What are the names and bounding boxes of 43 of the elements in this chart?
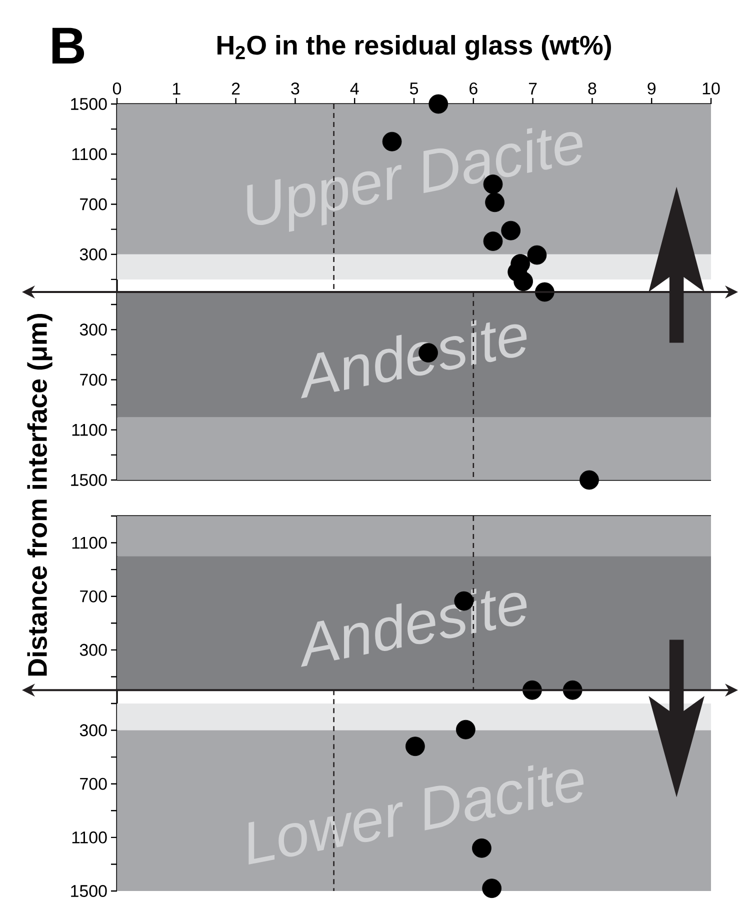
y-tick-label: 1500 [71, 474, 107, 486]
point [428, 94, 448, 114]
point [580, 470, 599, 490]
y-tick-label: 1500 [71, 885, 107, 897]
point [382, 132, 402, 152]
point [405, 736, 425, 756]
x-tick-label: 0 [112, 82, 122, 94]
point [514, 272, 533, 292]
x-axis-title: H$_{2}$O in the residual glass (wt%) [218, 34, 611, 60]
x-tick-label: 6 [470, 82, 478, 94]
text: B [52, 28, 84, 64]
band-label: Andesite [300, 588, 527, 667]
point [482, 878, 502, 898]
y-tick-label: 1100 [72, 831, 107, 844]
point [483, 232, 503, 251]
y-tick-label: 1100 [72, 536, 107, 549]
y-tick-label: 700 [80, 590, 107, 602]
point [501, 220, 521, 240]
y-tick-label: 1100 [72, 148, 107, 160]
x-tick-label: 9 [648, 82, 656, 94]
x-tick-label: 2 [232, 82, 240, 94]
point [527, 245, 547, 265]
x-tick-label: 5 [410, 82, 418, 94]
y-tick-label: 1100 [72, 424, 107, 436]
point [456, 720, 476, 740]
y-tick-label: 700 [80, 374, 107, 386]
x-tick-label: 8 [588, 82, 596, 94]
y-tick-label: 300 [80, 724, 107, 736]
y-tick-label: 1500 [71, 98, 107, 110]
y-tick-label: 700 [80, 198, 107, 210]
y-tick-label: 300 [80, 324, 107, 336]
x-tick-label: 3 [291, 82, 300, 94]
y-tick-label: 300 [80, 644, 107, 656]
y-tick-label: 700 [80, 778, 107, 790]
x-tick-label: 10 [702, 82, 720, 94]
y-axis-title: Distance from interface (μm) [27, 314, 52, 676]
x-tick-label: 1 [172, 82, 180, 94]
band-label: Andesite [300, 320, 527, 398]
point [485, 192, 504, 212]
point [472, 838, 492, 858]
x-tick-label: 4 [350, 82, 359, 94]
x-tick-label: 7 [528, 82, 537, 94]
y-tick-label: 300 [80, 248, 107, 260]
